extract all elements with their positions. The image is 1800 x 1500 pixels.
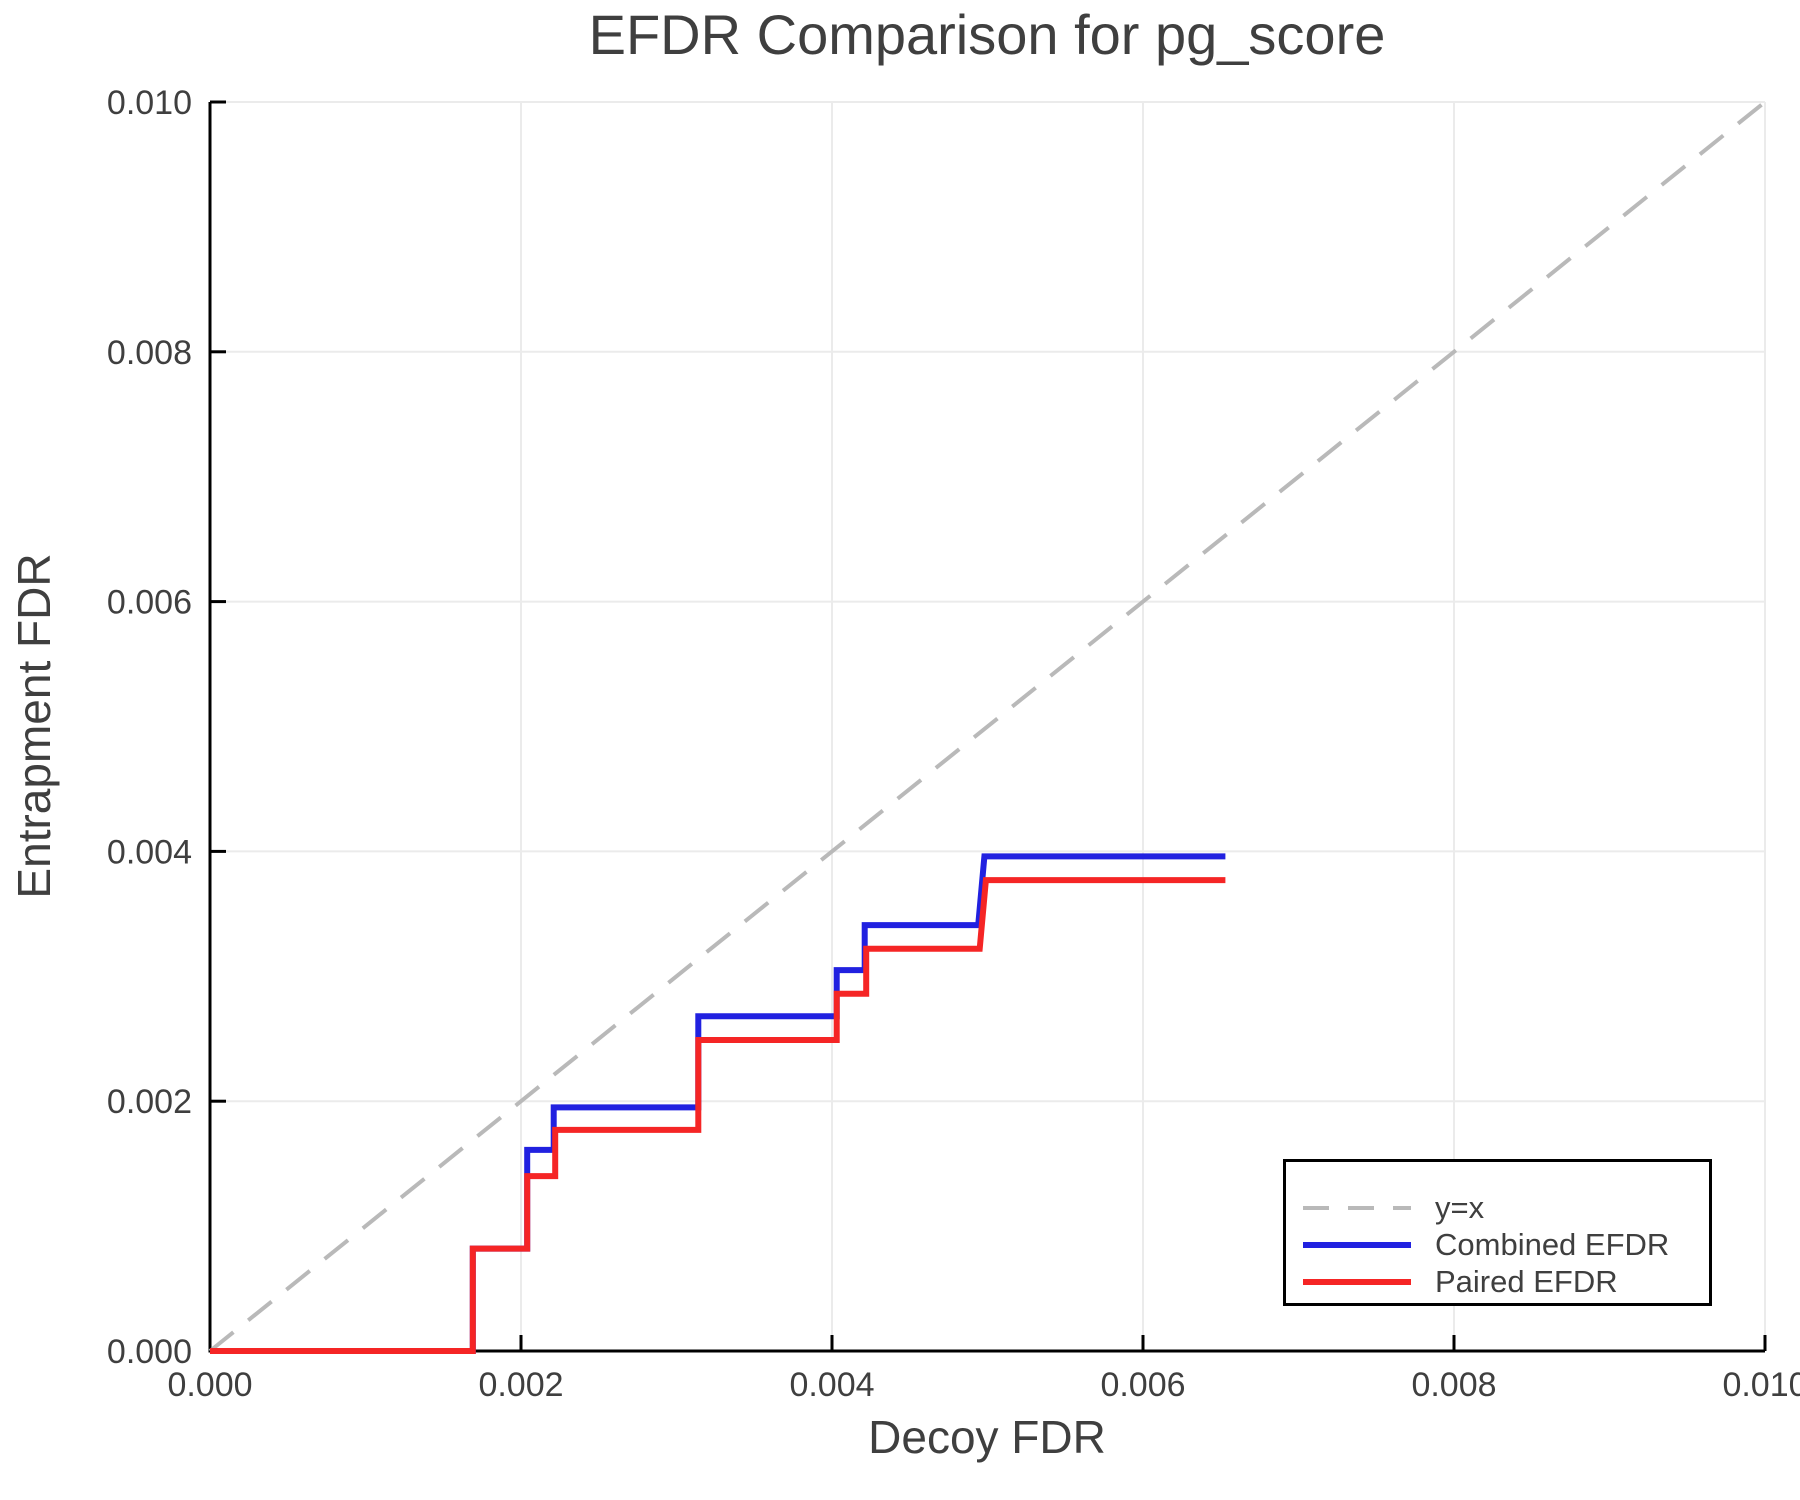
x-tick-label: 0.010 (1722, 1366, 1800, 1404)
legend: y=x Combined EFDR Paired EFDR (1283, 1159, 1712, 1306)
y-tick-label: 0.008 (107, 334, 192, 372)
y-tick-label: 0.002 (107, 1083, 192, 1121)
legend-label-identity: y=x (1435, 1189, 1485, 1225)
paired-efdr-line (210, 877, 1226, 1354)
x-tick-label: 0.002 (478, 1366, 563, 1404)
combined-efdr-line-sample (1303, 1241, 1411, 1248)
y-tick-label: 0.010 (107, 84, 192, 122)
x-tick-label: 0.008 (1411, 1366, 1496, 1404)
x-axis-label: Decoy FDR (868, 1411, 1106, 1463)
x-tick-label: 0.000 (167, 1366, 252, 1404)
legend-label-combined-efdr: Combined EFDR (1435, 1226, 1670, 1262)
y-tick-label: 0.006 (107, 584, 192, 622)
legend-item-identity: y=x (1303, 1189, 1709, 1226)
combined-efdr-line (210, 853, 1226, 1354)
y-tick-label: 0.004 (107, 833, 192, 871)
y-axis-label: Entrapment FDR (8, 553, 60, 899)
y-tick-label: 0.000 (107, 1333, 192, 1371)
x-tick-label: 0.004 (789, 1366, 874, 1404)
legend-label-paired-efdr: Paired EFDR (1435, 1263, 1618, 1299)
identity-line-sample (1303, 1205, 1411, 1210)
legend-item-paired-efdr: Paired EFDR (1303, 1263, 1709, 1300)
chart-title: EFDR Comparison for pg_score (588, 3, 1386, 66)
x-tick-label: 0.006 (1100, 1366, 1185, 1404)
paired-efdr-line-sample (1303, 1278, 1411, 1285)
y-x-line (208, 100, 1767, 1353)
legend-item-combined-efdr: Combined EFDR (1303, 1226, 1709, 1263)
